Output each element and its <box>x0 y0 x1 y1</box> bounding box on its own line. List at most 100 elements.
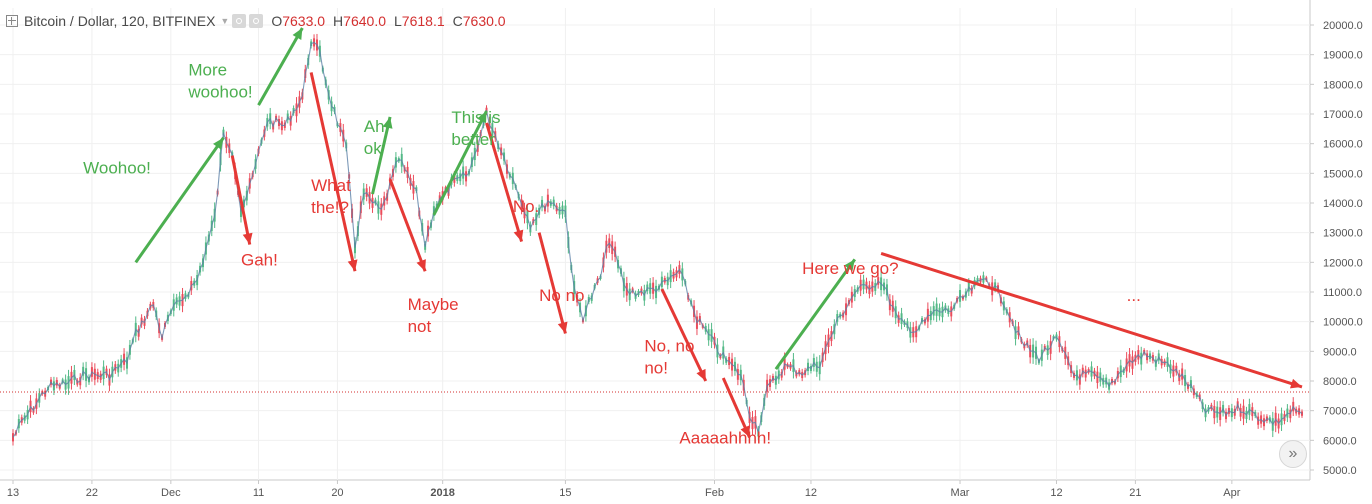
annotation-label: Aaaaahhhh! <box>679 428 771 447</box>
x-tick-label: 20 <box>331 487 343 499</box>
candle-body <box>1301 411 1303 416</box>
settings-icon[interactable] <box>232 14 247 28</box>
y-tick-label: 6000.0 <box>1323 435 1357 447</box>
arrow-head <box>1290 378 1302 389</box>
arrow-head <box>347 259 358 272</box>
y-tick-label: 20000.0 <box>1323 20 1363 32</box>
annotation-label: No. <box>513 197 539 216</box>
double-chevron-right-icon: » <box>1288 445 1298 462</box>
annotation-arrow <box>230 155 252 245</box>
x-tick-label: Apr <box>1223 487 1240 499</box>
x-tick-label: 12 <box>1050 487 1062 499</box>
y-tick-label: 14000.0 <box>1323 198 1363 210</box>
y-tick-label: 16000.0 <box>1323 139 1363 151</box>
annotation-line: No, no <box>644 336 694 355</box>
annotation-line: the!? <box>311 198 349 217</box>
annotation-line: What <box>311 176 351 195</box>
arrow-head <box>213 137 224 150</box>
annotation-line: More <box>188 60 227 79</box>
annotation-arrows <box>134 27 1303 438</box>
annotation-labels: Woohoo! More woohoo! Gah! What the!? Ah, ok This… <box>83 60 1141 447</box>
open-label: O <box>271 13 283 29</box>
close-label: C <box>452 13 463 29</box>
annotation-line: Gah! <box>241 250 278 269</box>
arrow-head <box>696 368 706 381</box>
chart-header: Bitcoin / Dollar, 120, BITFINEX ▼ O 7633.… <box>4 9 506 33</box>
annotation-line: This is <box>451 108 500 127</box>
arrow-head <box>382 116 393 129</box>
annotation-label: More woohoo! <box>187 60 252 101</box>
x-tick-label: 15 <box>559 487 571 499</box>
annotation-line: ... <box>1127 286 1141 305</box>
annotation-arrow <box>371 116 392 195</box>
high-label: H <box>333 13 344 29</box>
y-tick-label: 19000.0 <box>1323 50 1363 62</box>
x-tick-label: 11 <box>253 487 264 499</box>
annotation-label: Ah, ok <box>364 117 390 158</box>
annotation-arrow <box>660 288 708 382</box>
arrow-head <box>844 259 855 272</box>
x-tick-label: Dec <box>161 487 181 499</box>
annotation-line: Ah, <box>364 117 390 136</box>
annotation-arrow <box>309 72 357 272</box>
annotation-arrow <box>537 232 567 334</box>
y-tick-label: 15000.0 <box>1323 168 1363 180</box>
annotation-line: not <box>408 317 432 336</box>
y-tick-label: 8000.0 <box>1323 376 1357 388</box>
annotation-label: Gah! <box>241 250 278 269</box>
annotation-label: This is better <box>451 108 500 149</box>
y-tick-label: 17000.0 <box>1323 109 1363 121</box>
y-tick-label: 12000.0 <box>1323 257 1363 269</box>
annotation-arrow <box>432 110 488 216</box>
annotation-arrow <box>774 258 857 371</box>
symbol-label: Bitcoin / Dollar, 120, BITFINEX <box>24 13 216 29</box>
annotation-label: No no <box>539 286 584 305</box>
x-tick-label: 21 <box>1129 487 1141 499</box>
annotation-line: woohoo! <box>187 82 252 101</box>
x-tick-label: 12 <box>805 487 817 499</box>
y-tick-label: 7000.0 <box>1323 406 1357 418</box>
x-tick-label: Mar <box>951 487 970 499</box>
y-axis: 5000.0 6000.0 7000.0 8000.0 9000.0 10000.0 110… <box>1310 20 1363 477</box>
y-tick-label: 13000.0 <box>1323 228 1363 240</box>
annotation-label: Woohoo! <box>83 158 151 177</box>
annotation-label: What the!? <box>311 176 351 217</box>
arrow-head <box>242 232 253 245</box>
price-line <box>12 41 1303 438</box>
high-value: 7640.0 <box>343 13 386 29</box>
arrow-head <box>477 111 487 124</box>
annotation-line: Maybe <box>408 295 459 314</box>
expand-icon[interactable] <box>6 15 18 27</box>
annotation-line: ok <box>364 139 382 158</box>
low-value: 7618.1 <box>401 13 445 29</box>
annotation-arrow <box>134 136 225 264</box>
annotation-arrow <box>257 27 304 106</box>
annotation-arrow <box>485 122 524 242</box>
scroll-to-latest-button[interactable]: » <box>1279 440 1307 468</box>
annotation-arrow <box>880 252 1303 389</box>
annotation-line: No no <box>539 286 584 305</box>
open-value: 7633.0 <box>282 13 326 29</box>
visibility-icon[interactable] <box>249 14 264 28</box>
y-tick-label: 9000.0 <box>1323 346 1357 358</box>
annotation-line: Aaaaahhhh! <box>679 428 771 447</box>
x-axis: 13 22 Dec 11 20 2018 15 Feb 12 Mar 12 21 Apr <box>7 480 1241 499</box>
y-tick-label: 10000.0 <box>1323 317 1363 329</box>
annotation-line: better <box>451 130 495 149</box>
arrow-head <box>740 425 750 438</box>
arrow-head <box>292 27 303 41</box>
annotation-arrow <box>388 178 427 272</box>
dropdown-icon[interactable]: ▼ <box>220 16 230 26</box>
arrow-head <box>513 229 524 242</box>
x-tick-label: 22 <box>86 487 98 499</box>
y-tick-label: 18000.0 <box>1323 79 1363 91</box>
y-tick-label: 5000.0 <box>1323 465 1357 477</box>
low-label: L <box>394 13 402 29</box>
close-value: 7630.0 <box>462 13 506 29</box>
arrow-head <box>557 321 568 334</box>
annotation-label: No, no no! <box>644 336 694 377</box>
x-tick-label: 13 <box>7 487 19 499</box>
annotation-label: Maybe not <box>408 295 459 336</box>
